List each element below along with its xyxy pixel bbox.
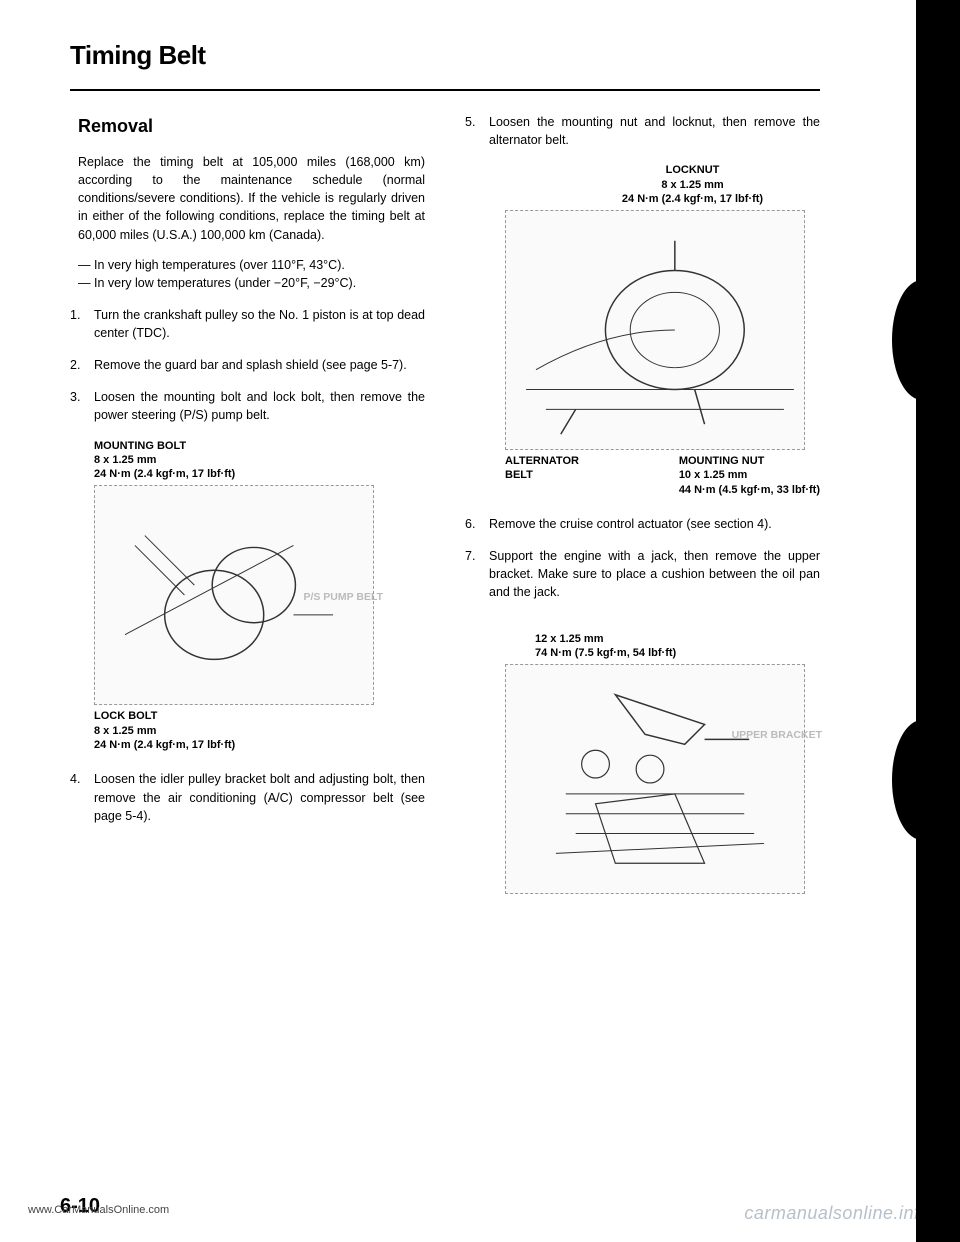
divider (70, 89, 820, 91)
condition-item: In very high temperatures (over 110°F, 4… (78, 256, 425, 274)
step-item: 4. Loosen the idler pulley bracket bolt … (70, 770, 425, 824)
alternator-belt-label: ALTERNATOR BELT (505, 454, 579, 497)
step-item: 6. Remove the cruise control actuator (s… (465, 515, 820, 533)
right-column: 5. Loosen the mounting nut and locknut, … (465, 113, 820, 912)
step-text: Remove the guard bar and splash shield (… (94, 356, 425, 374)
section-subtitle: Removal (70, 113, 425, 139)
step-text: Turn the crankshaft pulley so the No. 1 … (94, 306, 425, 342)
step-number: 4. (70, 770, 94, 824)
lock-bolt-label: LOCK BOLT 8 x 1.25 mm 24 N·m (2.4 kgf·m,… (94, 709, 425, 752)
binder-edge (916, 0, 960, 1242)
step-text: Loosen the idler pulley bracket bolt and… (94, 770, 425, 824)
step-text: Loosen the mounting nut and locknut, the… (489, 113, 820, 149)
step-number: 5. (465, 113, 489, 149)
step-item: 7. Support the engine with a jack, then … (465, 547, 820, 601)
step-item: 5. Loosen the mounting nut and locknut, … (465, 113, 820, 149)
step-number: 6. (465, 515, 489, 533)
source-url: www.CarManualsOnline.com (28, 1204, 169, 1216)
watermark: carmanualsonline.info (744, 1203, 930, 1224)
bolt-torque-label: 12 x 1.25 mm 74 N·m (7.5 kgf·m, 54 lbf·f… (535, 632, 820, 661)
step-text: Loosen the mounting bolt and lock bolt, … (94, 388, 425, 424)
diagram-ps-pump: P/S PUMP BELT (94, 485, 374, 705)
figure-upper-bracket: 12 x 1.25 mm 74 N·m (7.5 kgf·m, 54 lbf·f… (505, 632, 820, 895)
conditions-list: In very high temperatures (over 110°F, 4… (70, 256, 425, 292)
diagram-alternator (505, 210, 805, 450)
diagram-upper-bracket: UPPER BRACKET (505, 664, 805, 894)
step-number: 2. (70, 356, 94, 374)
step-number: 1. (70, 306, 94, 342)
mounting-bolt-label: MOUNTING BOLT 8 x 1.25 mm 24 N·m (2.4 kg… (94, 439, 425, 482)
ps-pump-belt-label: P/S PUMP BELT (303, 591, 383, 604)
step-item: 2. Remove the guard bar and splash shiel… (70, 356, 425, 374)
step-number: 3. (70, 388, 94, 424)
step-item: 3. Loosen the mounting bolt and lock bol… (70, 388, 425, 424)
step-number: 7. (465, 547, 489, 601)
step-item: 1. Turn the crankshaft pulley so the No.… (70, 306, 425, 342)
intro-paragraph: Replace the timing belt at 105,000 miles… (70, 153, 425, 244)
page-title: Timing Belt (70, 40, 820, 71)
mounting-nut-label: MOUNTING NUT 10 x 1.25 mm 44 N·m (4.5 kg… (679, 454, 820, 497)
figure-alternator: LOCKNUT 8 x 1.25 mm 24 N·m (2.4 kgf·m, 1… (505, 163, 820, 497)
figure-ps-pump: MOUNTING BOLT 8 x 1.25 mm 24 N·m (2.4 kg… (94, 439, 425, 753)
upper-bracket-label: UPPER BRACKET (732, 729, 822, 742)
step-text: Support the engine with a jack, then rem… (489, 547, 820, 601)
locknut-label: LOCKNUT 8 x 1.25 mm 24 N·m (2.4 kgf·m, 1… (565, 163, 820, 206)
left-column: Removal Replace the timing belt at 105,0… (70, 113, 425, 912)
condition-item: In very low temperatures (under −20°F, −… (78, 274, 425, 292)
step-text: Remove the cruise control actuator (see … (489, 515, 820, 533)
